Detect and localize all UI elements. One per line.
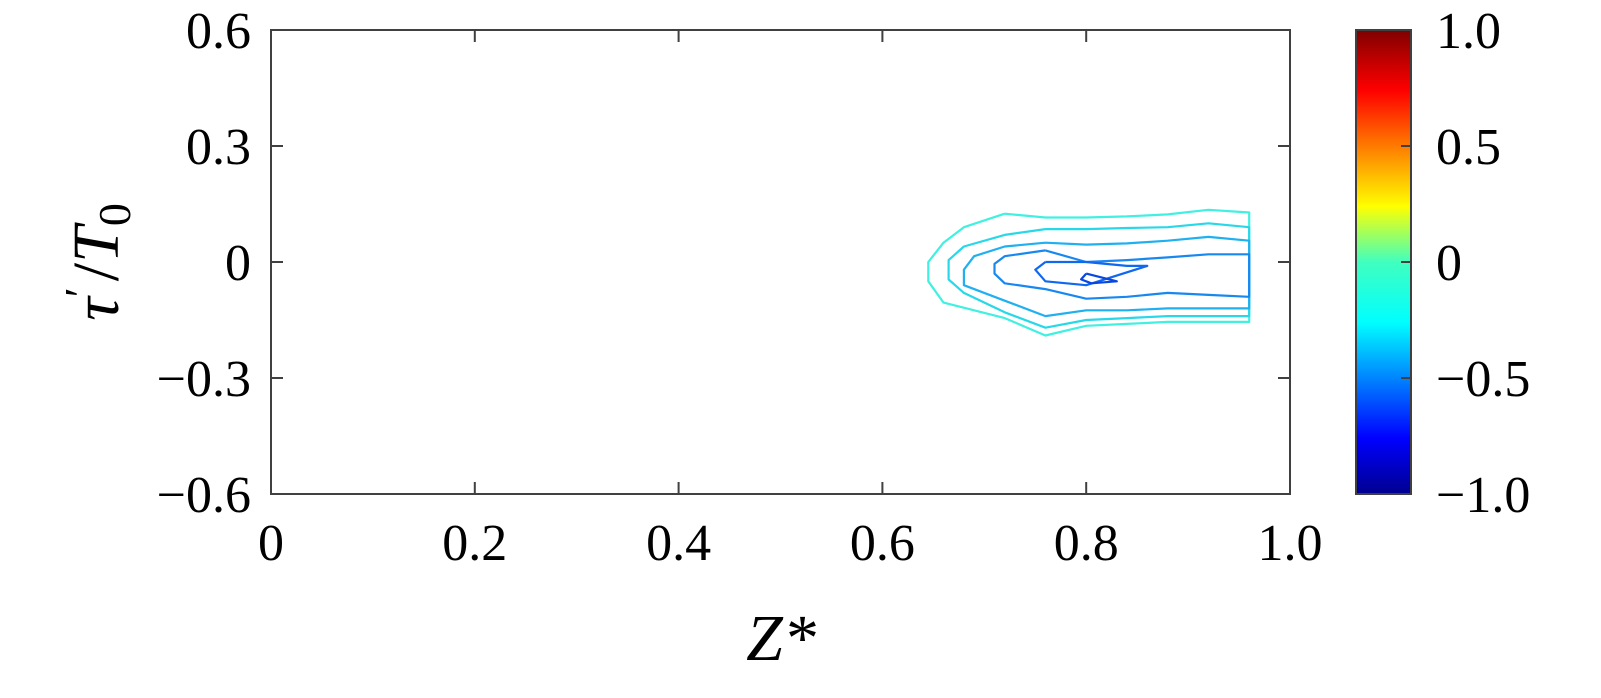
y-tick-label: 0 [225, 235, 251, 292]
y-tick-label: −0.6 [157, 467, 251, 524]
x-tick-label: 0.8 [1054, 515, 1119, 572]
y-axis-label-T: T [60, 222, 133, 263]
y-tick-label: 0.3 [186, 119, 251, 176]
plot-frame [270, 29, 1291, 495]
plot-area [270, 29, 1291, 495]
y-axis-label-sub: 0 [89, 203, 140, 226]
colorbar-ticks: 1.0 0.5 0 −0.5 −1.0 [1401, 3, 1530, 524]
contour-line-4 [993, 249, 1251, 300]
colorbar-tick-label: −1.0 [1436, 467, 1530, 524]
y-axis-label: τ′ /T0 [55, 203, 140, 321]
x-axis-label: Z* [746, 602, 816, 675]
contour-line-3 [962, 235, 1251, 318]
colorbar-tick-label: 0 [1436, 235, 1462, 292]
x-tick-label: 0.2 [442, 515, 507, 572]
x-tick-label: 1.0 [1258, 515, 1323, 572]
x-tick-label: 0 [258, 515, 284, 572]
y-tick-label: −0.3 [157, 351, 251, 408]
contour-line-6 [1079, 272, 1118, 285]
y-tick-label: 0.6 [186, 3, 251, 60]
y-axis-label-tau: τ [60, 295, 133, 321]
colorbar-tick-label: 0.5 [1436, 119, 1501, 176]
contour-lines [927, 208, 1251, 337]
y-axis-label-prime: ′ [55, 287, 106, 297]
contour-line-5 [1034, 260, 1149, 287]
y-axis-label-slash: / [60, 262, 133, 281]
colorbar: 1.0 0.5 0 −0.5 −1.0 [1355, 3, 1530, 524]
y-axis: 0.6 0.3 0 −0.3 −0.6 [157, 3, 1290, 524]
contour-line-2 [947, 222, 1251, 329]
x-tick-label: 0.6 [850, 515, 915, 572]
x-tick-label: 0.4 [646, 515, 711, 572]
x-axis: 0 0.2 0.4 0.6 0.8 1.0 [258, 30, 1323, 572]
colorbar-tick-label: 1.0 [1436, 3, 1501, 60]
colorbar-tick-label: −0.5 [1436, 351, 1530, 408]
contour-line-1 [927, 208, 1251, 337]
